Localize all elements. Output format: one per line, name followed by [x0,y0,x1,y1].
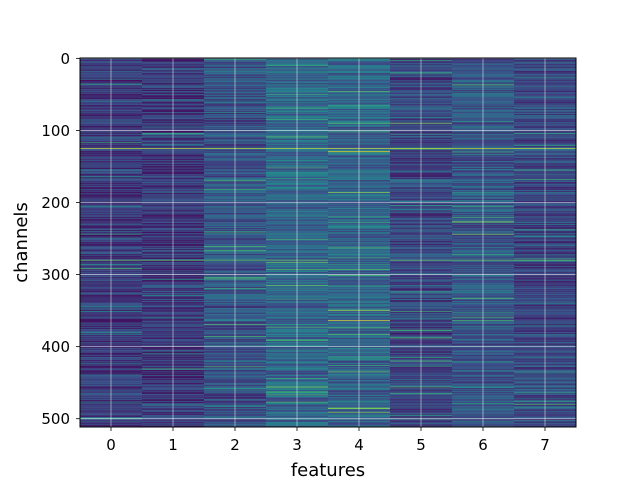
y-tick-label: 200 [41,194,70,212]
y-tick-label: 100 [41,122,70,140]
gridlines [80,57,576,427]
x-tick-label: 4 [354,436,364,454]
x-tick-label: 0 [106,436,116,454]
x-tick-label: 5 [416,436,426,454]
x-axis-label: features [291,460,365,480]
x-tick-label: 6 [478,436,488,454]
x-tick-label: 2 [230,436,240,454]
x-axis-ticks: 0 1 2 3 4 5 6 7 [106,427,550,454]
x-tick-label: 1 [168,436,178,454]
y-axis-ticks: 0 100 200 300 400 500 [41,50,80,428]
x-tick-label: 7 [540,436,550,454]
y-tick-label: 300 [41,266,70,284]
heatmap-cells [80,58,576,428]
y-tick-label: 500 [41,410,70,428]
plot-frame [79,57,577,428]
y-axis-label: channels [11,202,32,283]
y-tick-label: 0 [60,50,70,68]
y-tick-label: 400 [41,338,70,356]
x-tick-label: 3 [292,436,302,454]
